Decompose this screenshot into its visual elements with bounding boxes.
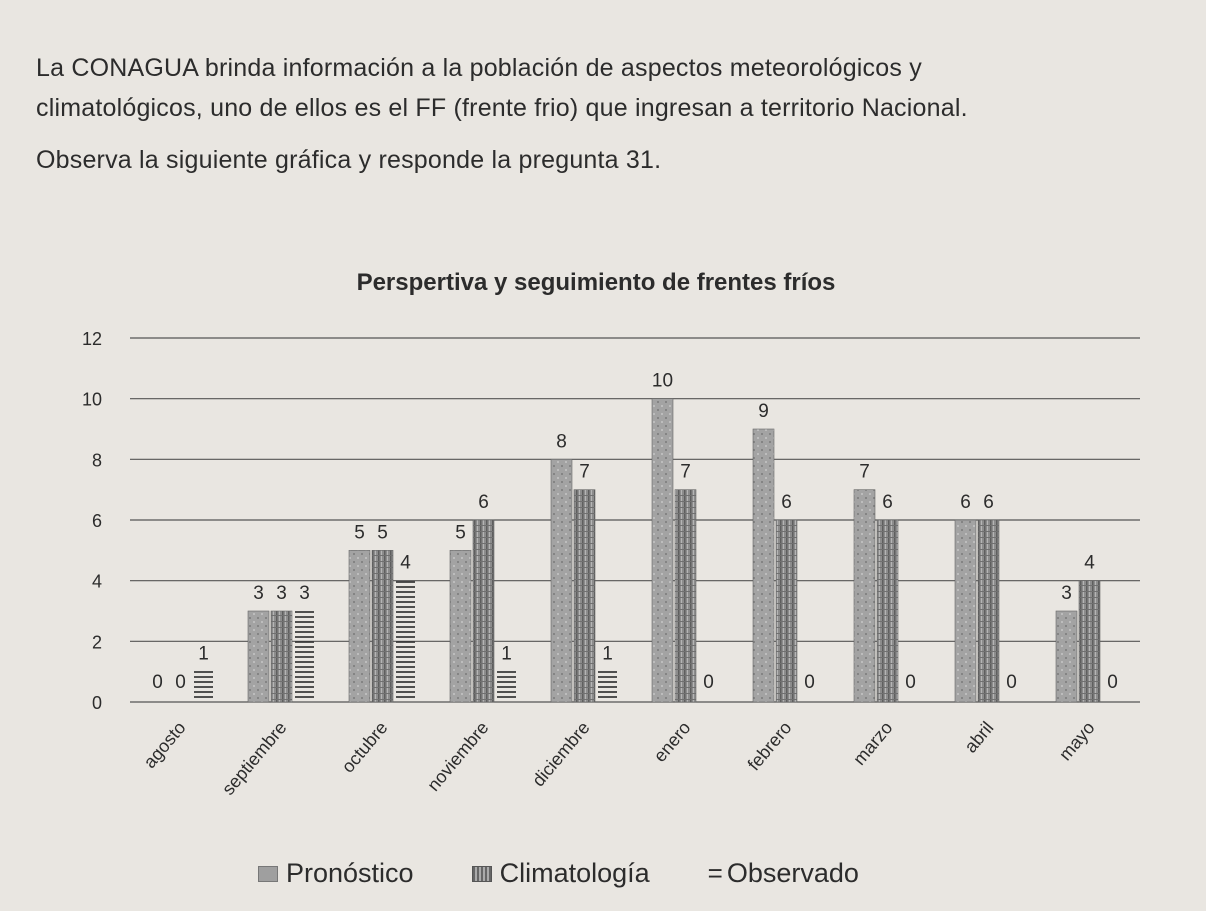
data-label-climatologia: 7	[579, 462, 590, 483]
data-label-pronostico: 5	[354, 522, 365, 543]
y-axis-ticks: 0 2 4 6 8 10 12	[82, 329, 102, 713]
y-tick-label: 4	[92, 572, 102, 592]
x-tick-label: agosto	[140, 718, 190, 772]
data-label-climatologia: 6	[882, 492, 893, 513]
bar-pronostico	[853, 489, 876, 703]
data-label-climatologia: 4	[1084, 553, 1095, 574]
bar-observado	[598, 671, 617, 698]
bar-climatologia	[270, 610, 293, 703]
data-label-climatologia: 6	[781, 492, 792, 513]
bar-pronostico	[752, 428, 775, 703]
bar-pronostico	[651, 398, 674, 703]
legend-pronostico: Pronóstico	[258, 858, 414, 889]
y-tick-label: 8	[92, 450, 102, 470]
bar-climatologia	[371, 550, 394, 703]
data-label-observado: 0	[703, 672, 714, 693]
data-label-observado: 0	[1107, 672, 1118, 693]
data-label-observado: 0	[905, 672, 916, 693]
data-label-observado: 0	[804, 672, 815, 693]
bar-pronostico	[550, 459, 573, 703]
bar-pronostico	[348, 550, 371, 703]
y-tick-label: 0	[92, 693, 102, 713]
bar-climatologia	[977, 519, 1000, 703]
y-tick-label: 6	[92, 511, 102, 531]
legend-observado: = Observado	[708, 858, 859, 889]
data-label-pronostico: 3	[1061, 583, 1072, 604]
chart-title: Perspertiva y seguimiento de frentes frí…	[357, 269, 836, 296]
data-label-pronostico: 5	[455, 522, 466, 543]
data-label-observado: 1	[501, 644, 512, 665]
y-tick-label: 10	[82, 390, 102, 410]
data-label-pronostico: 9	[758, 401, 769, 422]
data-label-observado: 1	[602, 644, 613, 665]
bar-pronostico	[1055, 610, 1078, 703]
data-label-climatologia: 0	[175, 672, 186, 693]
bar-climatologia	[876, 519, 899, 703]
legend-swatch-pronostico	[258, 865, 278, 882]
data-label-observado: 3	[299, 583, 310, 604]
x-tick-label: enero	[650, 718, 695, 766]
x-tick-label: septiembre	[218, 718, 291, 799]
bar-climatologia	[573, 489, 596, 703]
legend-climatologia: Climatología	[471, 858, 650, 889]
bar-pronostico	[449, 550, 472, 703]
y-tick-label: 12	[82, 329, 102, 349]
bar-observado	[396, 581, 415, 698]
legend-label-observado: Observado	[726, 858, 859, 888]
legend-symbol-observado: =	[707, 858, 723, 888]
data-label-pronostico: 0	[152, 672, 163, 693]
bar-observado	[295, 611, 314, 698]
x-tick-label: noviembre	[423, 718, 492, 795]
intro-line-2: climatológicos, uno de ellos es el FF (f…	[36, 94, 968, 122]
data-label-pronostico: 10	[652, 371, 673, 392]
legend: Pronóstico Climatología = Observado	[258, 858, 917, 889]
bar-climatologia	[775, 519, 798, 703]
bar-observado	[497, 671, 516, 698]
x-tick-label: diciembre	[528, 718, 593, 791]
bar-chart: Perspertiva y seguimiento de frentes frí…	[82, 269, 1140, 799]
bar-climatologia	[1078, 580, 1101, 703]
data-label-climatologia: 6	[983, 492, 994, 513]
x-tick-label: mayo	[1055, 718, 1099, 765]
x-tick-label: febrero	[744, 718, 796, 775]
bar-pronostico	[954, 519, 977, 703]
x-axis-labels: agosto septiembre octubre noviembre diciembr…	[140, 718, 1099, 799]
legend-swatch-climatologia	[471, 865, 492, 882]
data-label-observado: 1	[198, 644, 209, 665]
x-tick-label: marzo	[849, 718, 896, 769]
x-tick-label: abril	[960, 718, 997, 757]
data-label-climatologia: 5	[377, 522, 388, 543]
data-label-pronostico: 3	[253, 583, 264, 604]
intro-line-1: La CONAGUA brinda información a la pobla…	[36, 54, 922, 82]
data-label-observado: 4	[400, 553, 411, 574]
data-label-observado: 0	[1006, 672, 1017, 693]
bar-climatologia	[674, 489, 697, 703]
intro-question: Observa la siguiente gráfica y responde …	[36, 146, 662, 174]
data-label-pronostico: 8	[556, 431, 567, 452]
legend-label-climatologia: Climatología	[499, 858, 650, 888]
x-tick-label: octubre	[338, 718, 392, 777]
data-label-pronostico: 6	[960, 492, 971, 513]
bar-climatologia	[472, 519, 495, 703]
data-label-pronostico: 7	[859, 462, 870, 483]
data-label-climatologia: 6	[478, 492, 489, 513]
intro-text: La CONAGUA brinda información a la pobla…	[36, 48, 1186, 180]
bar-pronostico	[247, 610, 270, 703]
data-label-climatologia: 3	[276, 583, 287, 604]
y-tick-label: 2	[92, 632, 102, 652]
bar-observado	[194, 671, 213, 698]
legend-label-pronostico: Pronóstico	[286, 858, 414, 888]
data-label-climatologia: 7	[680, 462, 691, 483]
